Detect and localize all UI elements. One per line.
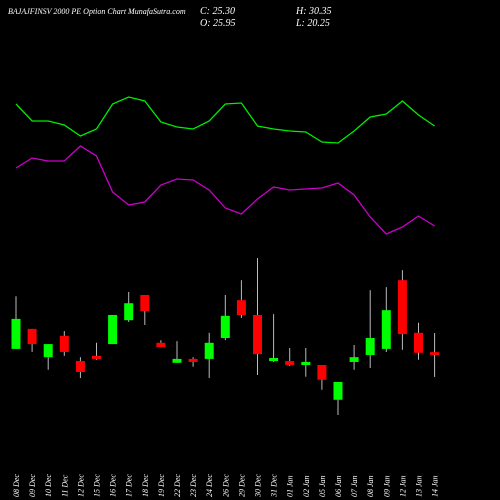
- x-tick-label: 02 Jan: [302, 475, 311, 497]
- candle-body: [317, 364, 327, 380]
- candle-body: [188, 358, 198, 362]
- candle-body: [269, 358, 279, 362]
- x-tick-label: 23 Dec: [189, 474, 198, 497]
- candle-body: [414, 332, 423, 353]
- x-tick-label: 15 Dec: [93, 474, 102, 497]
- candle-body: [108, 314, 118, 345]
- candle-body: [156, 342, 166, 348]
- x-tick-label: 13 Jan: [415, 475, 424, 497]
- x-tick-label: 08 Dec: [12, 474, 21, 497]
- x-tick-label: 30 Dec: [254, 474, 263, 498]
- x-tick-label: 16 Dec: [109, 474, 118, 497]
- x-tick-label: 17 Dec: [125, 474, 134, 497]
- candle-body: [220, 315, 230, 339]
- x-tick-label: 31 Dec: [270, 474, 279, 498]
- info-open: O: 25.95: [200, 18, 236, 29]
- candle-body: [27, 328, 37, 345]
- x-tick-label: 10 Dec: [44, 474, 53, 497]
- x-tick-label: 05 Jan: [318, 475, 327, 497]
- candle-body: [204, 342, 214, 359]
- candle-body: [92, 355, 101, 359]
- candle-body: [59, 335, 69, 352]
- candle-body: [365, 338, 375, 355]
- candle-body: [333, 381, 343, 400]
- x-tick-label: 06 Jan: [334, 475, 343, 497]
- x-tick-label: 12 Dec: [76, 474, 85, 497]
- x-tick-label: 08 Jan: [366, 475, 375, 497]
- x-tick-label: 09 Jan: [382, 475, 391, 497]
- x-tick-label: 26 Dec: [221, 474, 230, 497]
- candle-body: [430, 352, 440, 355]
- candle-body: [397, 280, 407, 335]
- candle-body: [285, 361, 295, 365]
- x-tick-label: 19 Dec: [157, 474, 166, 497]
- info-close: C: 25.30: [200, 6, 235, 17]
- info-low: L: 20.25: [295, 18, 330, 29]
- x-tick-label: 01 Jan: [286, 475, 295, 497]
- indicator-line: [15, 96, 435, 144]
- candle-body: [124, 303, 134, 321]
- candle-body: [301, 361, 311, 365]
- candle-body: [11, 318, 21, 349]
- candle-body: [236, 300, 246, 315]
- x-tick-label: 07 Jan: [350, 475, 359, 497]
- x-tick-label: 14 Jan: [431, 475, 440, 497]
- candle-body: [381, 310, 391, 349]
- candle-body: [43, 344, 53, 358]
- indicator-line: [15, 145, 435, 235]
- info-high: H: 30.35: [295, 6, 332, 17]
- candle-body: [349, 357, 359, 362]
- x-tick-label: 11 Dec: [60, 474, 69, 497]
- x-tick-label: 12 Jan: [398, 475, 407, 497]
- x-tick-label: 24 Dec: [205, 474, 214, 497]
- x-tick-label: 22 Dec: [173, 474, 182, 497]
- candle-body: [253, 314, 262, 355]
- candle-body: [140, 294, 150, 312]
- x-tick-label: 18 Dec: [141, 474, 150, 497]
- candle-body: [75, 361, 85, 372]
- x-tick-label: 29 Dec: [237, 474, 246, 497]
- chart-title: BAJAJFINSV 2000 PE Option Chart MunafaSu…: [8, 7, 186, 16]
- x-tick-label: 09 Dec: [28, 474, 37, 497]
- candle-body: [172, 358, 182, 363]
